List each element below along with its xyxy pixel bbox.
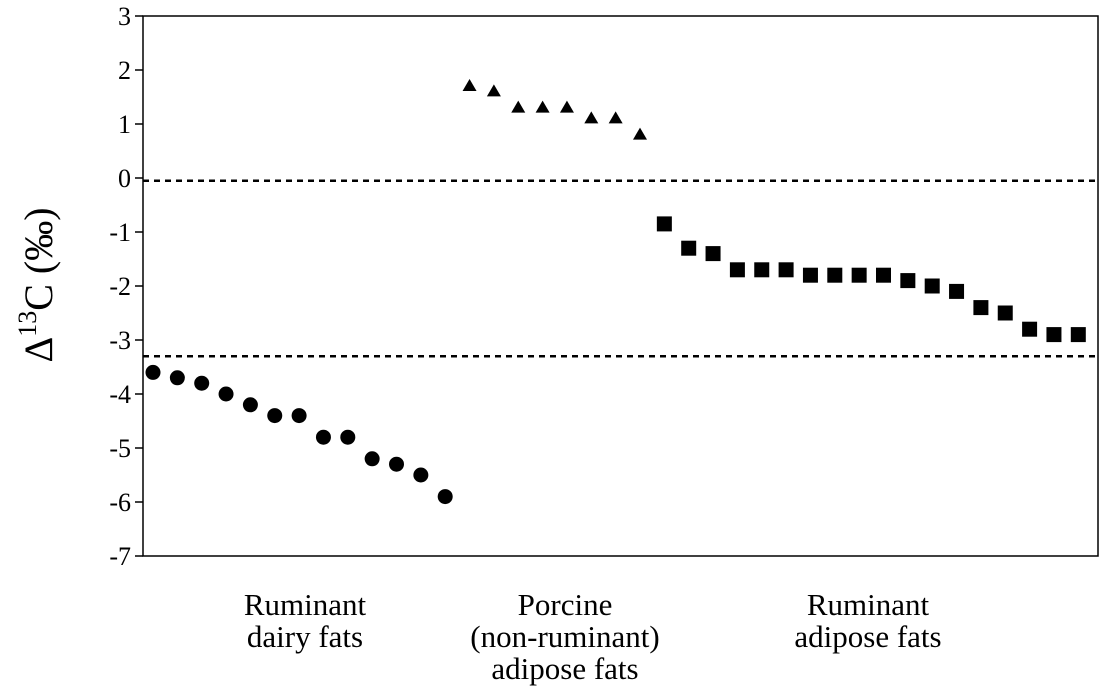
data-point-circle bbox=[291, 408, 307, 424]
y-tick-label: 3 bbox=[118, 2, 131, 31]
data-point-circle bbox=[340, 429, 356, 445]
data-point-circle bbox=[364, 451, 380, 467]
data-point-circle bbox=[437, 489, 453, 505]
data-point-triangle bbox=[486, 84, 501, 97]
y-axis-label-prefix: Δ bbox=[16, 337, 61, 363]
data-point-square bbox=[778, 262, 794, 278]
data-point-circle bbox=[242, 397, 258, 413]
group-label: dairy fats bbox=[247, 619, 363, 654]
data-point-triangle bbox=[511, 100, 526, 113]
data-point-square bbox=[705, 246, 721, 262]
svg-text:Δ13C (‰): Δ13C (‰) bbox=[13, 207, 61, 362]
y-tick-label: -1 bbox=[109, 218, 131, 247]
data-point-circle bbox=[218, 386, 234, 402]
y-axis-label-suffix: C (‰) bbox=[16, 207, 61, 310]
data-point-square bbox=[729, 262, 745, 278]
data-point-triangle bbox=[608, 111, 623, 124]
y-tick-label: -2 bbox=[109, 272, 131, 301]
data-point-triangle bbox=[535, 100, 550, 113]
data-point-circle bbox=[169, 370, 185, 386]
data-point-square bbox=[1046, 327, 1062, 343]
group-label: (non-ruminant) bbox=[470, 619, 659, 654]
y-tick-label: 1 bbox=[118, 110, 131, 139]
data-point-circle bbox=[145, 364, 161, 380]
data-point-square bbox=[851, 267, 867, 283]
y-tick-label: -3 bbox=[109, 326, 131, 355]
data-point-square bbox=[802, 267, 818, 283]
y-tick-label: 0 bbox=[118, 164, 131, 193]
data-point-triangle bbox=[559, 100, 574, 113]
data-point-square bbox=[900, 273, 916, 289]
data-point-circle bbox=[413, 467, 429, 483]
data-point-square bbox=[997, 305, 1013, 321]
data-point-triangle bbox=[462, 79, 477, 91]
data-point-square bbox=[876, 267, 891, 283]
data-point-circle bbox=[267, 408, 283, 424]
data-point-square bbox=[1070, 327, 1086, 343]
data-point-square bbox=[973, 300, 989, 316]
y-tick-label: -7 bbox=[109, 542, 131, 571]
data-point-square bbox=[681, 240, 697, 256]
y-tick-label: -6 bbox=[109, 488, 131, 517]
data-point-square bbox=[924, 278, 940, 294]
data-point-triangle bbox=[633, 127, 647, 140]
data-point-circle bbox=[389, 456, 404, 472]
y-tick-label: -5 bbox=[109, 434, 131, 463]
y-axis-label: Δ13C (‰) bbox=[13, 207, 61, 362]
y-axis-label-superscript: 13 bbox=[13, 311, 42, 337]
group-label: Ruminant bbox=[807, 587, 930, 622]
data-point-square bbox=[656, 216, 672, 232]
y-tick-label: -4 bbox=[109, 380, 131, 409]
data-point-square bbox=[827, 267, 843, 283]
group-label: Ruminant bbox=[244, 587, 367, 622]
data-point-square bbox=[1022, 321, 1038, 337]
group-label: adipose fats bbox=[794, 619, 941, 654]
group-label: Porcine bbox=[518, 587, 613, 622]
data-point-triangle bbox=[584, 111, 599, 124]
data-point-square bbox=[754, 262, 770, 278]
group-label: adipose fats bbox=[491, 651, 638, 686]
data-point-square bbox=[949, 283, 965, 299]
data-point-circle bbox=[194, 375, 210, 391]
data-point-circle bbox=[315, 429, 331, 445]
y-tick-label: 2 bbox=[118, 56, 131, 85]
